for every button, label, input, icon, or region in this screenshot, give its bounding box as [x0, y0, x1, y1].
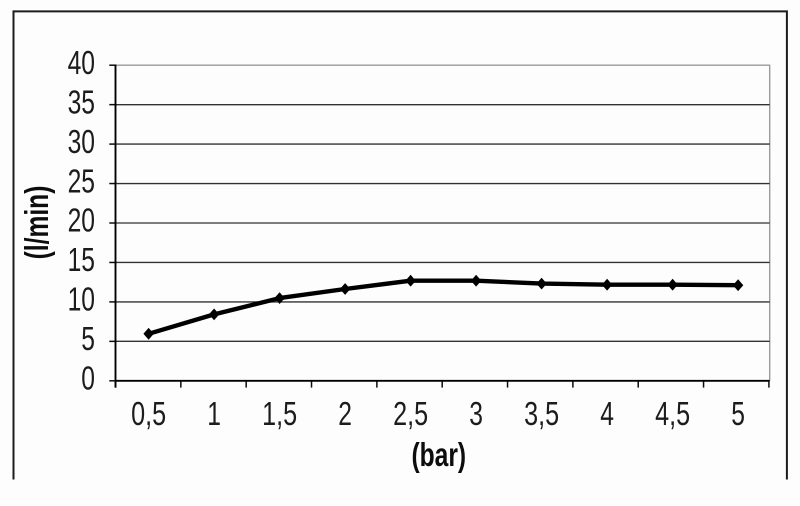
svg-text:2,5: 2,5 — [393, 396, 428, 433]
svg-text:0: 0 — [81, 361, 95, 398]
svg-text:10: 10 — [68, 282, 95, 319]
svg-text:35: 35 — [68, 84, 95, 121]
svg-text:40: 40 — [68, 45, 95, 82]
svg-text:30: 30 — [68, 124, 95, 161]
svg-text:5: 5 — [731, 396, 745, 433]
svg-text:2: 2 — [338, 396, 352, 433]
svg-text:4,5: 4,5 — [655, 396, 690, 433]
svg-text:5: 5 — [81, 321, 95, 358]
svg-text:25: 25 — [68, 163, 95, 200]
svg-text:(l/min): (l/min) — [19, 186, 56, 260]
svg-text:3: 3 — [469, 396, 483, 433]
svg-text:1,5: 1,5 — [262, 396, 297, 433]
svg-text:4: 4 — [600, 396, 614, 433]
svg-text:(bar): (bar) — [411, 437, 466, 474]
svg-text:0,5: 0,5 — [131, 396, 166, 433]
svg-text:3,5: 3,5 — [524, 396, 559, 433]
svg-text:1: 1 — [207, 396, 221, 433]
svg-text:20: 20 — [68, 203, 95, 240]
svg-text:15: 15 — [68, 242, 95, 279]
